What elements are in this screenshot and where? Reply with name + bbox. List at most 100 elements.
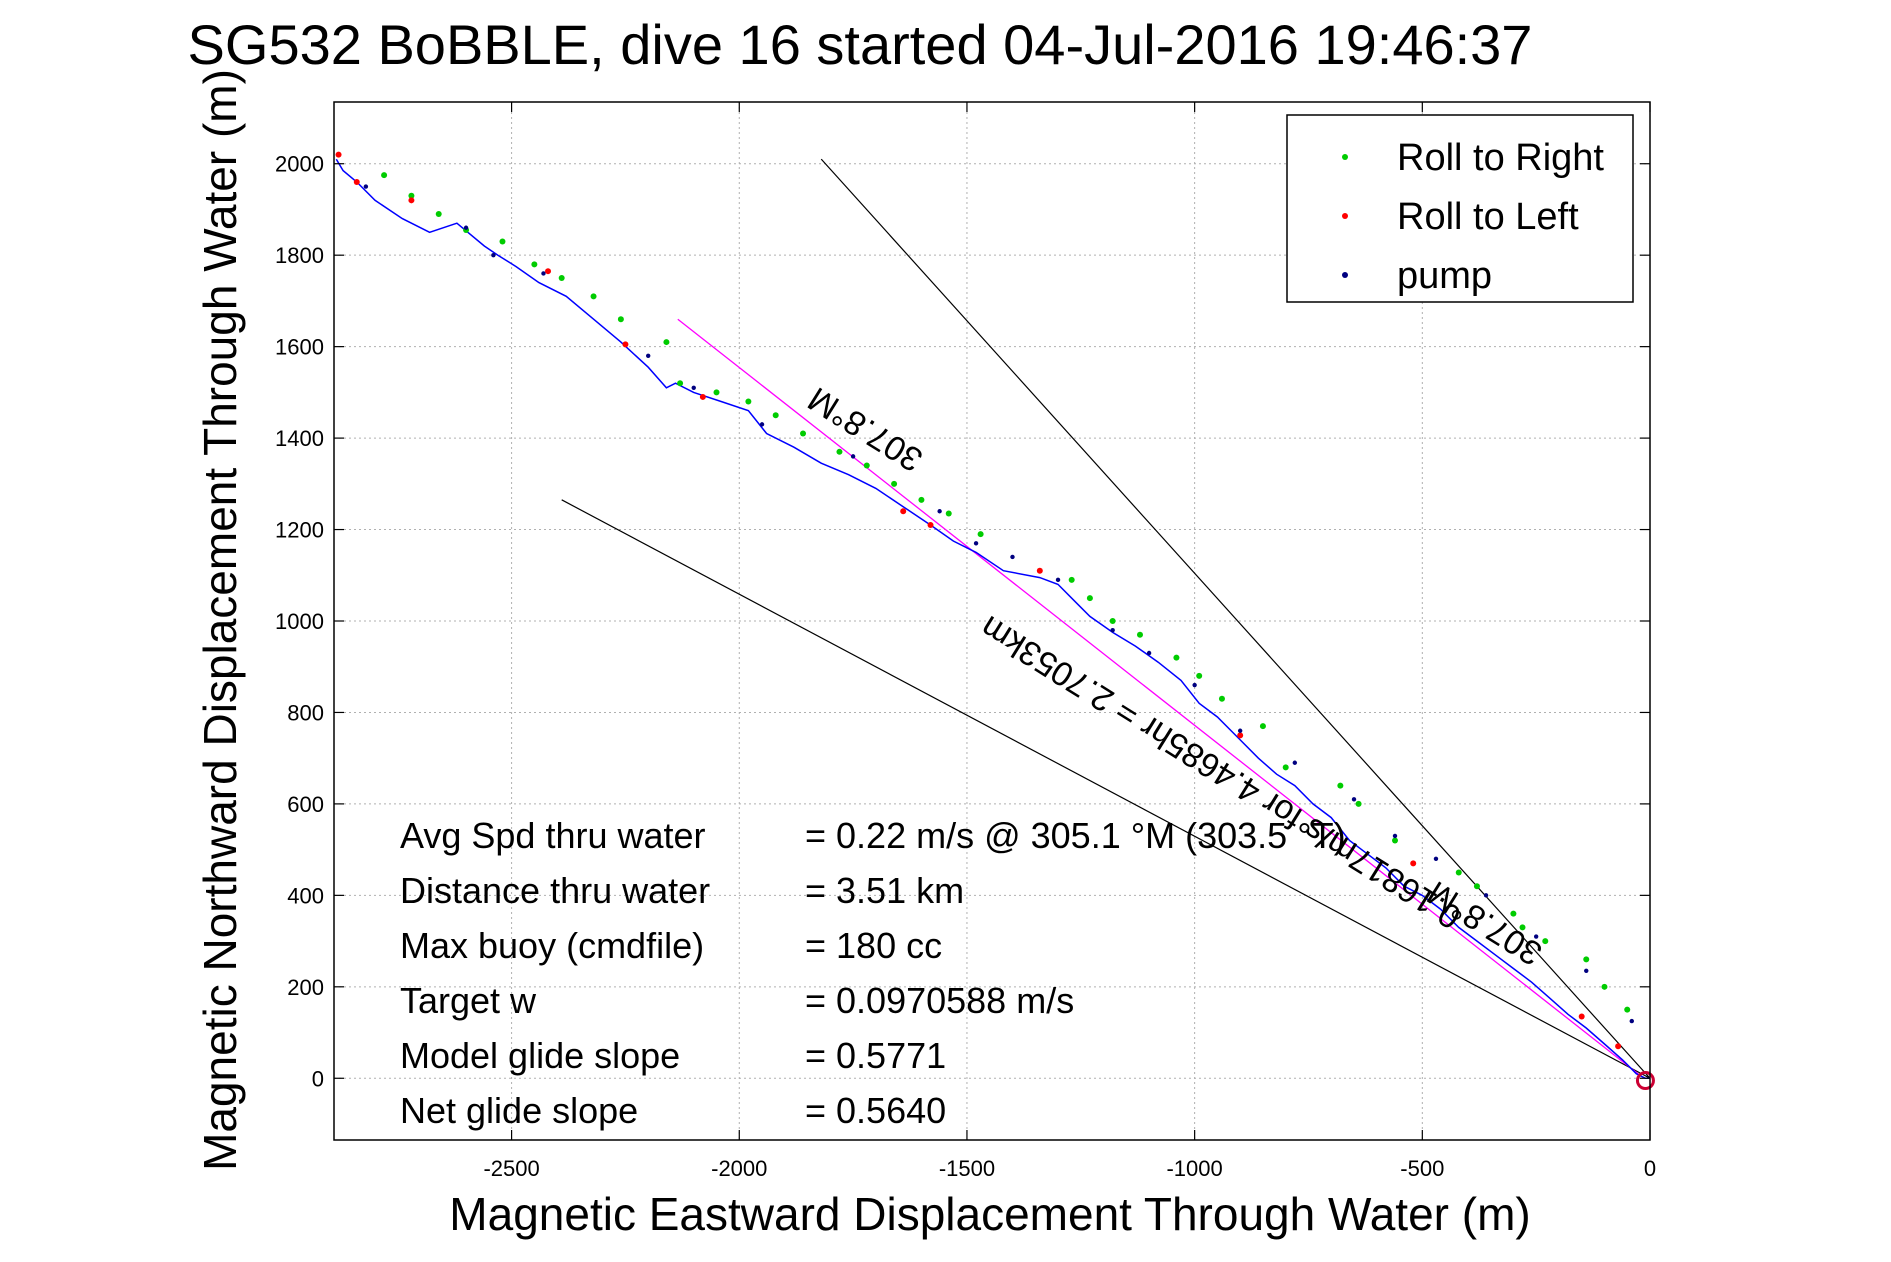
y-tick-label: 1400 [275, 426, 324, 451]
roll-right-marker [713, 389, 720, 396]
roll-right-marker [836, 448, 843, 455]
roll-right-marker [381, 172, 388, 179]
pump-marker [1392, 833, 1398, 839]
roll-right-marker [1542, 938, 1549, 945]
roll-right-marker [1624, 1006, 1631, 1013]
y-tick-label: 600 [287, 792, 324, 817]
roll-right-marker [1355, 800, 1362, 807]
roll-right-marker [1068, 576, 1075, 583]
legend: Roll to Right Roll to Left pump [1286, 114, 1634, 303]
y-tick-label: 1000 [275, 609, 324, 634]
roll-right-marker [499, 238, 506, 245]
roll-left-marker [545, 268, 552, 275]
roll-right-marker [1583, 956, 1590, 963]
legend-label: Roll to Left [1397, 196, 1579, 238]
y-tick-label: 2000 [275, 152, 324, 177]
roll-right-marker [1173, 654, 1180, 661]
roll-right-marker [1473, 883, 1480, 890]
y-tick-label: 800 [287, 700, 324, 725]
roll-left-marker [1615, 1043, 1622, 1050]
pump-marker [691, 385, 696, 390]
x-tick-label: -1500 [939, 1156, 995, 1181]
stat-label: Max buoy (cmdfile) [400, 925, 704, 966]
stat-label: Model glide slope [400, 1035, 680, 1076]
legend-label: pump [1397, 255, 1492, 297]
y-tick-label: 1600 [275, 335, 324, 360]
stat-value: = 0.0970588 m/s [805, 980, 1074, 1021]
roll-left-marker [699, 393, 706, 400]
pump-marker [850, 454, 856, 459]
stat-label: Distance thru water [400, 870, 710, 911]
stat-value: = 3.51 km [805, 870, 964, 911]
stat-label: Target w [400, 980, 537, 1021]
roll-right-marker [1086, 595, 1093, 602]
roll-left-marker [1410, 860, 1417, 867]
roll-right-marker [558, 275, 565, 282]
pump-marker [937, 509, 942, 514]
x-axis-label: Magnetic Eastward Displacement Through W… [449, 1188, 1530, 1240]
stat-value: = 0.5771 [805, 1035, 946, 1076]
roll-right-marker [1519, 924, 1526, 931]
roll-right-marker [590, 293, 597, 300]
roll-right-marker [677, 380, 684, 387]
roll-right-marker [800, 430, 807, 437]
pump-marker [1055, 577, 1061, 583]
pump-marker [1483, 893, 1489, 898]
roll-left-marker [900, 508, 907, 515]
roll-right-marker [1218, 695, 1225, 702]
pump-marker [1292, 760, 1298, 765]
pump-marker [1192, 682, 1197, 688]
legend-marker [1342, 213, 1348, 219]
surface-loop [1635, 1071, 1655, 1091]
pump-marker [1533, 934, 1539, 939]
pump-marker [491, 252, 496, 258]
roll-right-marker [1337, 782, 1344, 789]
x-tick-label: -2000 [711, 1156, 767, 1181]
legend-marker [1342, 154, 1348, 160]
roll-left-marker [1036, 567, 1043, 574]
pump-marker [541, 271, 546, 276]
roll-right-marker [1282, 764, 1289, 771]
roll-right-marker [1601, 983, 1608, 990]
roll-right-marker [531, 261, 538, 268]
y-tick-label: 400 [287, 883, 324, 908]
roll-right-marker [1109, 618, 1116, 624]
roll-right-marker [1391, 837, 1398, 844]
pump-marker [1433, 856, 1439, 861]
roll-right-marker [1455, 869, 1462, 876]
pump-marker [759, 422, 765, 427]
cone-line [561, 499, 1651, 1079]
y-tick-label: 1800 [275, 243, 324, 268]
roll-right-marker [1510, 910, 1517, 917]
pump-marker [973, 541, 979, 546]
slope-annotation: 0.16817m/s for 4.4685hr = 2.7053km [974, 608, 1468, 936]
roll-right-marker [435, 211, 442, 218]
pump-marker [463, 225, 469, 230]
roll-left-marker [353, 179, 360, 186]
stat-value: = 180 cc [805, 925, 942, 966]
roll-right-marker [918, 496, 925, 503]
stat-value: = 0.5640 [805, 1090, 946, 1131]
roll-right-marker [1259, 723, 1266, 730]
fit-line [677, 318, 1642, 1077]
chart-title: SG532 BoBBLE, dive 16 started 04-Jul-201… [188, 13, 1533, 76]
track-line [335, 158, 1650, 1080]
pump-marker [1110, 627, 1115, 633]
roll-right-marker [408, 192, 415, 199]
x-tick-label: -2500 [483, 1156, 539, 1181]
roll-left-marker [927, 521, 934, 528]
stat-label: Net glide slope [400, 1090, 638, 1131]
roll-right-marker [745, 398, 752, 405]
pump-marker [1629, 1018, 1634, 1024]
stats-block: Avg Spd thru water = 0.22 m/s @ 305.1 °M … [400, 815, 1346, 1131]
roll-left-marker [1578, 1013, 1585, 1020]
roll-right-marker [1196, 672, 1203, 679]
x-tick-label: -1000 [1166, 1156, 1222, 1181]
roll-right-marker [1136, 631, 1143, 638]
roll-right-marker [945, 510, 952, 517]
roll-left-marker [1237, 732, 1244, 739]
pump-marker [1351, 797, 1357, 802]
pump-marker [1010, 554, 1015, 560]
pump-marker [1237, 728, 1243, 733]
